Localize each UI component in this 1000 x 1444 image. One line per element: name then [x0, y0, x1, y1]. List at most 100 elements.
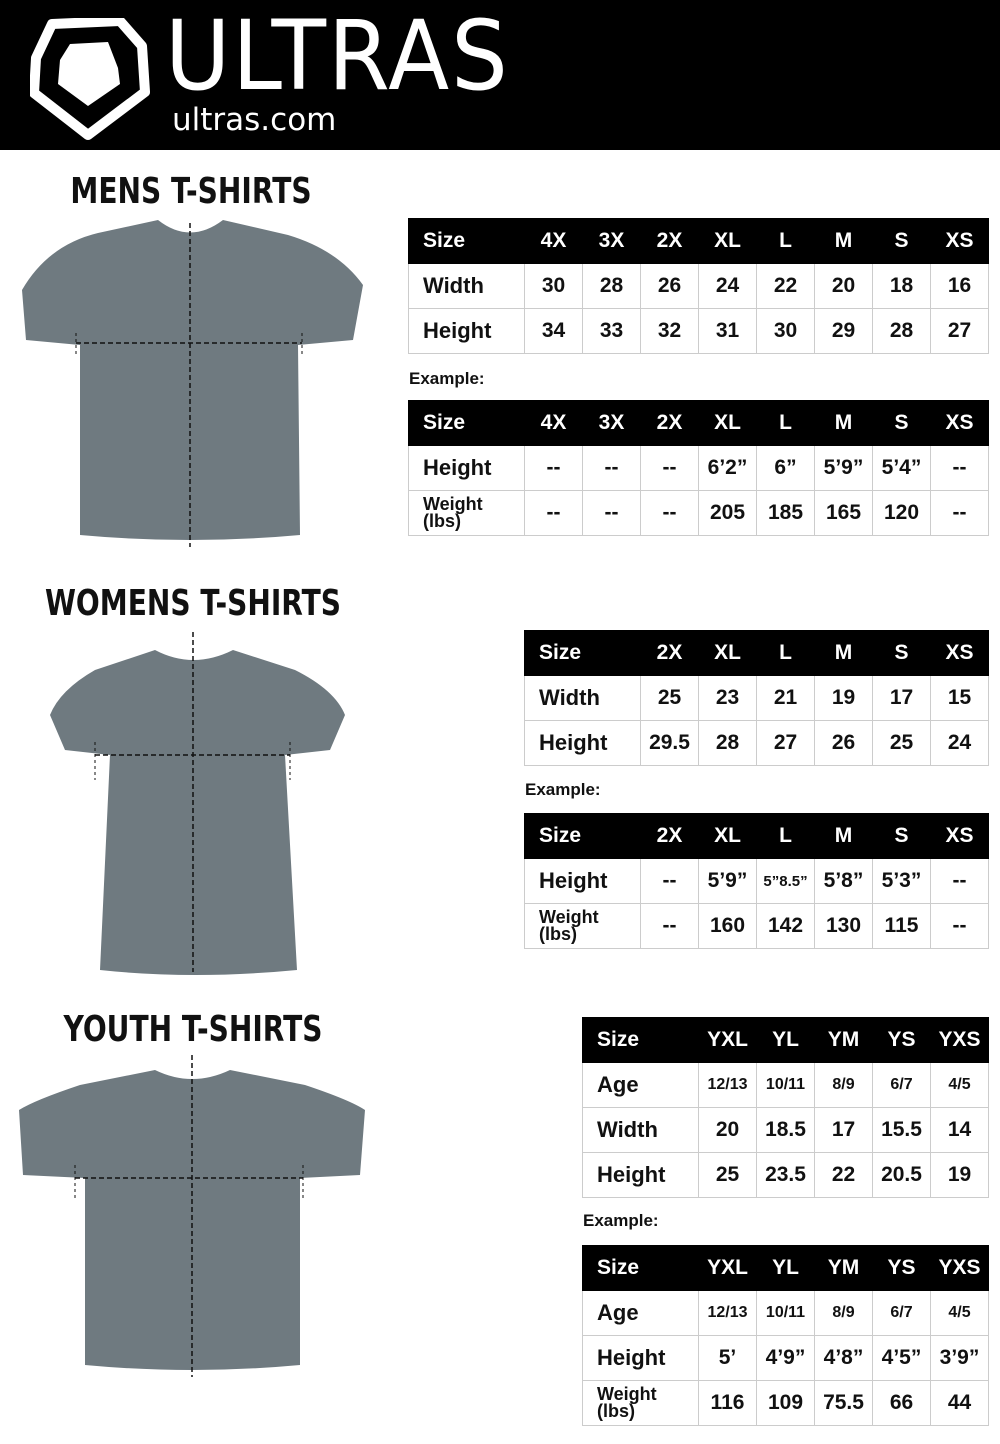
table-cell: 3X: [582, 400, 641, 446]
table-cell: YS: [872, 1017, 931, 1063]
table-cell: --: [582, 490, 641, 536]
table-cell: 20: [814, 263, 873, 309]
row-label-cell: Height: [582, 1335, 699, 1381]
table-cell: 12/13: [698, 1290, 757, 1336]
table-cell: M: [814, 400, 873, 446]
mens-title: MENS T-SHIRTS: [70, 171, 312, 212]
row-label-cell: Weight (lbs): [524, 903, 641, 949]
table-cell: 44: [930, 1380, 989, 1426]
table-cell: 15: [930, 675, 989, 721]
table-cell: L: [756, 218, 815, 264]
table-cell: 3X: [582, 218, 641, 264]
table-cell: --: [930, 445, 989, 491]
mens-example-label: Example:: [409, 369, 485, 388]
table-cell: 6/7: [872, 1290, 931, 1336]
table-cell: 33: [582, 308, 641, 354]
table-cell: 34: [524, 308, 583, 354]
youth-title: YOUTH T-SHIRTS: [63, 1009, 323, 1050]
table-cell: YXS: [930, 1245, 989, 1291]
row-label-cell: Height: [524, 858, 641, 904]
table-cell: 120: [872, 490, 931, 536]
table-row: Width 25 23 21 19 17 15: [524, 675, 989, 721]
table-cell: 6’2”: [698, 445, 757, 491]
table-cell: 28: [698, 720, 757, 766]
table-cell: 22: [814, 1152, 873, 1198]
table-cell: 6”: [756, 445, 815, 491]
brand-name: ULTRAS: [165, 0, 510, 112]
table-cell: 2X: [640, 218, 699, 264]
table-cell: 4/5: [930, 1290, 989, 1336]
table-cell: --: [640, 490, 699, 536]
table-cell: 5’8”: [814, 858, 873, 904]
womens-title: WOMENS T-SHIRTS: [44, 583, 342, 624]
table-cell: YL: [756, 1017, 815, 1063]
table-cell: 24: [930, 720, 989, 766]
table-cell: 5’4”: [872, 445, 931, 491]
table-cell: 28: [582, 263, 641, 309]
mens-example-table: Size 4X 3X 2X XL L M S XS Height -- -- -- 6’2” 6” 5’9” 5…: [408, 400, 989, 536]
table-cell: XS: [930, 400, 989, 446]
table-row: Age 12/13 10/11 8/9 6/7 4/5: [582, 1290, 989, 1336]
table-cell: 10/11: [756, 1290, 815, 1336]
mens-shirt-image: [22, 220, 363, 547]
table-cell: 2X: [640, 630, 699, 676]
table-cell: 8/9: [814, 1062, 873, 1108]
table-cell: 5’9”: [814, 445, 873, 491]
table-cell: 4’5”: [872, 1335, 931, 1381]
table-cell: YXL: [698, 1017, 757, 1063]
table-cell: 66: [872, 1380, 931, 1426]
table-cell: 6/7: [872, 1062, 931, 1108]
table-cell: 21: [756, 675, 815, 721]
table-cell: M: [814, 218, 873, 264]
table-cell: YL: [756, 1245, 815, 1291]
table-cell: 23: [698, 675, 757, 721]
row-label-cell: Width: [582, 1107, 699, 1153]
table-cell: 27: [930, 308, 989, 354]
table-cell: 32: [640, 308, 699, 354]
table-cell: 130: [814, 903, 873, 949]
table-cell: 109: [756, 1380, 815, 1426]
table-cell: 12/13: [698, 1062, 757, 1108]
table-cell: 16: [930, 263, 989, 309]
table-cell: YM: [814, 1245, 873, 1291]
table-cell: --: [930, 490, 989, 536]
table-row: Width 30 28 26 24 22 20 18 16: [408, 263, 989, 309]
table-cell: --: [524, 490, 583, 536]
table-cell: 75.5: [814, 1380, 873, 1426]
table-cell: M: [814, 813, 873, 859]
table-cell: --: [930, 903, 989, 949]
table-cell: XL: [698, 400, 757, 446]
row-label-cell: Width: [408, 263, 525, 309]
womens-example-table: Size 2X XL L M S XS Height -- 5’9” 5”8.5” 5’8” 5’3” -…: [524, 813, 989, 949]
womens-shirt-image: [50, 632, 345, 975]
table-cell: 27: [756, 720, 815, 766]
row-label-cell: Height: [408, 445, 525, 491]
table-cell: --: [524, 445, 583, 491]
table-cell: 20: [698, 1107, 757, 1153]
table-cell: 5’9”: [698, 858, 757, 904]
table-cell: 25: [698, 1152, 757, 1198]
table-cell: 19: [814, 675, 873, 721]
brand-url: ultras.com: [172, 102, 337, 138]
row-label-cell: Height: [582, 1152, 699, 1198]
table-cell: S: [872, 400, 931, 446]
table-cell: 4’9”: [756, 1335, 815, 1381]
table-cell: 2X: [640, 813, 699, 859]
table-cell: 30: [756, 308, 815, 354]
youth-example-label: Example:: [583, 1211, 659, 1230]
table-cell: 4/5: [930, 1062, 989, 1108]
table-cell: 20.5: [872, 1152, 931, 1198]
table-cell: 4X: [524, 400, 583, 446]
table-row: Weight (lbs) -- -- -- 205 185 165 120 --: [408, 490, 989, 536]
table-cell: YS: [872, 1245, 931, 1291]
table-cell: 25: [872, 720, 931, 766]
table-cell: 5’3”: [872, 858, 931, 904]
table-cell: --: [640, 903, 699, 949]
shield-logo-icon: [30, 18, 150, 140]
row-label-cell: Width: [524, 675, 641, 721]
youth-measurement-table: Size YXL YL YM YS YXS Age 12/13 10/11 8/9 6/7 4/5 Wi…: [582, 1017, 989, 1198]
table-cell: --: [582, 445, 641, 491]
table-cell: 142: [756, 903, 815, 949]
table-cell: 17: [872, 675, 931, 721]
table-cell: 31: [698, 308, 757, 354]
